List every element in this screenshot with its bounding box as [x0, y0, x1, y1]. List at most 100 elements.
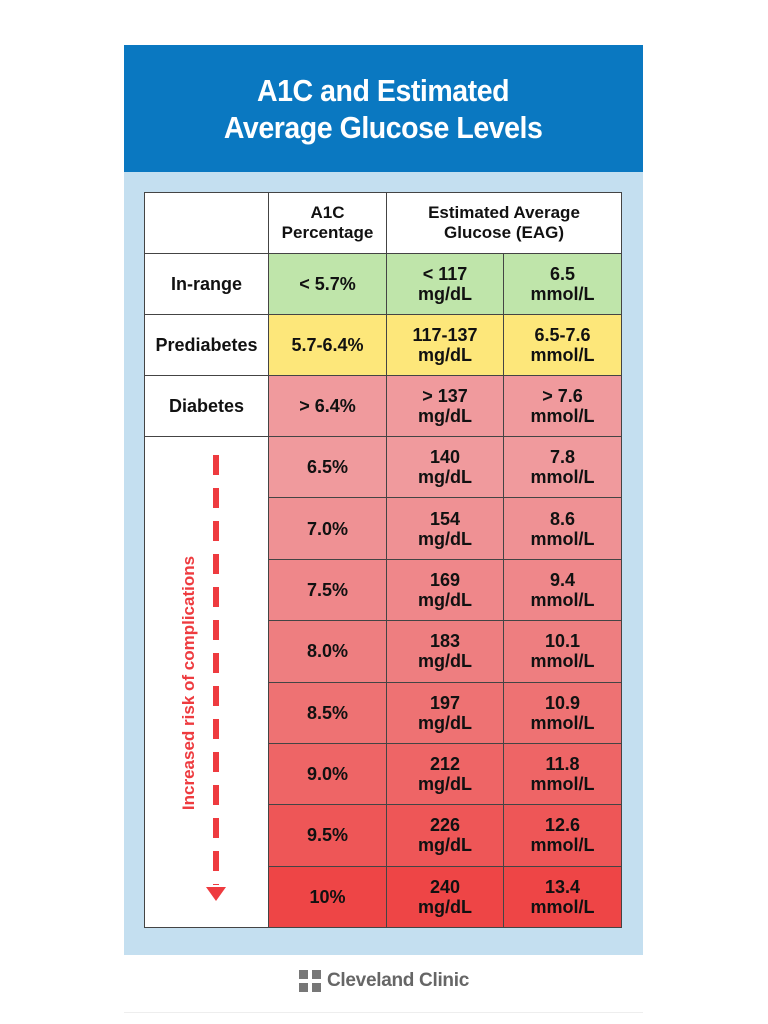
a1c-cell: 6.5% [268, 435, 387, 499]
title-line-2: Average Glucose Levels [224, 109, 543, 145]
table-row: Diabetes > 6.4% > 137 mg/dL > 7.6 mmol/L [144, 375, 622, 437]
mgdl-unit: mg/dL [418, 896, 472, 917]
mgdl-cell: < 117 mg/dL [386, 253, 504, 315]
table-row: 9.5% 226 mg/dL 12.6 mmol/L [145, 804, 622, 867]
mmol-value: 11.8 [545, 754, 580, 775]
risk-indicator-cell: Increased risk of complications [144, 436, 269, 928]
a1c-cell: 9.5% [268, 804, 387, 867]
mgdl-unit: mg/dL [418, 345, 472, 365]
mgdl-cell: 226 mg/dL [386, 804, 504, 867]
row-label: In-range [170, 274, 242, 294]
mmol-unit: mmol/L [530, 467, 595, 488]
mmol-value: 7.8 [549, 447, 576, 468]
a1c-cell: 7.5% [268, 558, 387, 622]
a1c-table: A1C Percentage Estimated Average Glucose (… [144, 192, 622, 929]
table-row: 9.0% 212 mg/dL 11.8 mmol/L [145, 742, 622, 806]
a1c-value: > 6.4% [299, 396, 356, 416]
a1c-value: 9.5% [306, 825, 349, 846]
mgdl-value: 183 [429, 631, 461, 652]
a1c-cell: 8.0% [268, 620, 387, 683]
mmol-unit: mmol/L [530, 345, 595, 365]
mgdl-cell: 169 mg/dL [386, 558, 504, 622]
empty-header-cell [144, 192, 269, 254]
mgdl-unit: mg/dL [418, 528, 472, 549]
mgdl-value: 140 [429, 447, 461, 468]
mmol-cell: 9.4 mmol/L [503, 558, 622, 622]
mmol-unit: mmol/L [530, 651, 595, 672]
mgdl-cell: > 137 mg/dL [386, 375, 504, 437]
mmol-cell: > 7.6 mmol/L [503, 375, 622, 437]
mgdl-value: 169 [429, 569, 461, 590]
risk-label: Increased risk of complications [179, 555, 198, 811]
row-label: Diabetes [168, 396, 245, 416]
mmol-cell: 11.8 mmol/L [503, 742, 622, 806]
arrow-down-icon [206, 887, 226, 901]
row-label: Prediabetes [155, 335, 258, 355]
a1c-value: 8.0% [306, 641, 349, 662]
mgdl-value: 212 [429, 754, 461, 775]
mmol-cell: 12.6 mmol/L [503, 804, 622, 867]
eag-header-line-2: Glucose (EAG) [444, 223, 564, 242]
mmol-value: 9.4 [549, 569, 576, 590]
mmol-cell: 6.5 mmol/L [503, 253, 622, 315]
mgdl-cell: 140 mg/dL [386, 435, 504, 499]
a1c-value: 9.0% [306, 764, 349, 785]
table-row: In-range < 5.7% < 117 mg/dL 6.5 mmol/L [144, 253, 622, 315]
mgdl-unit: mg/dL [418, 284, 472, 304]
mmol-cell: 10.1 mmol/L [503, 620, 622, 683]
mgdl-unit: mg/dL [418, 406, 472, 426]
mgdl-unit: mg/dL [418, 774, 472, 795]
mmol-unit: mmol/L [530, 712, 595, 733]
a1c-cell: < 5.7% [268, 253, 387, 315]
mgdl-unit: mg/dL [418, 712, 472, 733]
mgdl-cell: 154 mg/dL [386, 497, 504, 560]
table-row: 7.5% 169 mg/dL 9.4 mmol/L [145, 558, 622, 622]
mmol-value: 8.6 [549, 508, 576, 529]
mgdl-value: 226 [429, 815, 461, 836]
mmol-value: 6.5-7.6 [534, 325, 591, 345]
a1c-value: 7.5% [306, 579, 349, 600]
table-row: 7.0% 154 mg/dL 8.6 mmol/L [145, 497, 622, 560]
mmol-value: 13.4 [544, 876, 581, 897]
header-row: A1C Percentage Estimated Average Glucose (… [144, 192, 622, 254]
title-banner: A1C and Estimated Average Glucose Levels [124, 45, 643, 172]
mgdl-unit: mg/dL [418, 835, 472, 856]
mmol-unit: mmol/L [530, 528, 595, 549]
mmol-cell: 7.8 mmol/L [503, 435, 622, 499]
mmol-unit: mmol/L [530, 896, 595, 917]
table-row: 8.0% 183 mg/dL 10.1 mmol/L [145, 620, 622, 683]
eag-header-line-1: Estimated Average [428, 203, 580, 222]
infographic-card: A1C and Estimated Average Glucose Levels… [124, 45, 643, 955]
mgdl-unit: mg/dL [418, 467, 472, 488]
mmol-value: 6.5 [549, 264, 576, 284]
a1c-cell: 9.0% [268, 742, 387, 806]
divider [124, 1012, 643, 1013]
mmol-value: 12.6 [544, 815, 581, 836]
mmol-value: > 7.6 [542, 386, 583, 406]
category-label-cell: Prediabetes [144, 314, 269, 376]
a1c-header-line-2: Percentage [281, 223, 374, 242]
footer-logo: Cleveland Clinic [0, 970, 768, 992]
a1c-value: 10% [309, 886, 346, 907]
mmol-cell: 6.5-7.6 mmol/L [503, 314, 622, 376]
mgdl-cell: 183 mg/dL [386, 620, 504, 683]
mmol-unit: mmol/L [530, 835, 595, 856]
table-row: Prediabetes 5.7-6.4% 117-137 mg/dL 6.5-7.6 mm… [144, 314, 622, 376]
mmol-cell: 10.9 mmol/L [503, 681, 622, 744]
cleveland-clinic-cross-icon [299, 970, 322, 992]
mgdl-cell: 117-137 mg/dL [386, 314, 504, 376]
a1c-value: 7.0% [306, 518, 349, 539]
a1c-header-line-1: A1C [310, 203, 345, 222]
mgdl-value: 117-137 [412, 325, 478, 345]
a1c-cell: 8.5% [268, 681, 387, 744]
mmol-unit: mmol/L [530, 284, 595, 304]
mgdl-unit: mg/dL [418, 589, 472, 610]
category-label-cell: In-range [144, 253, 269, 315]
a1c-value: 5.7-6.4% [291, 335, 364, 355]
mgdl-value: < 117 [422, 264, 468, 284]
table-row: Increased risk of complications 6.5% 140 m… [144, 435, 622, 928]
a1c-cell: 10% [268, 865, 387, 929]
mgdl-unit: mg/dL [418, 651, 472, 672]
logo-text: Cleveland Clinic [327, 970, 469, 991]
mgdl-cell: 197 mg/dL [386, 681, 504, 744]
